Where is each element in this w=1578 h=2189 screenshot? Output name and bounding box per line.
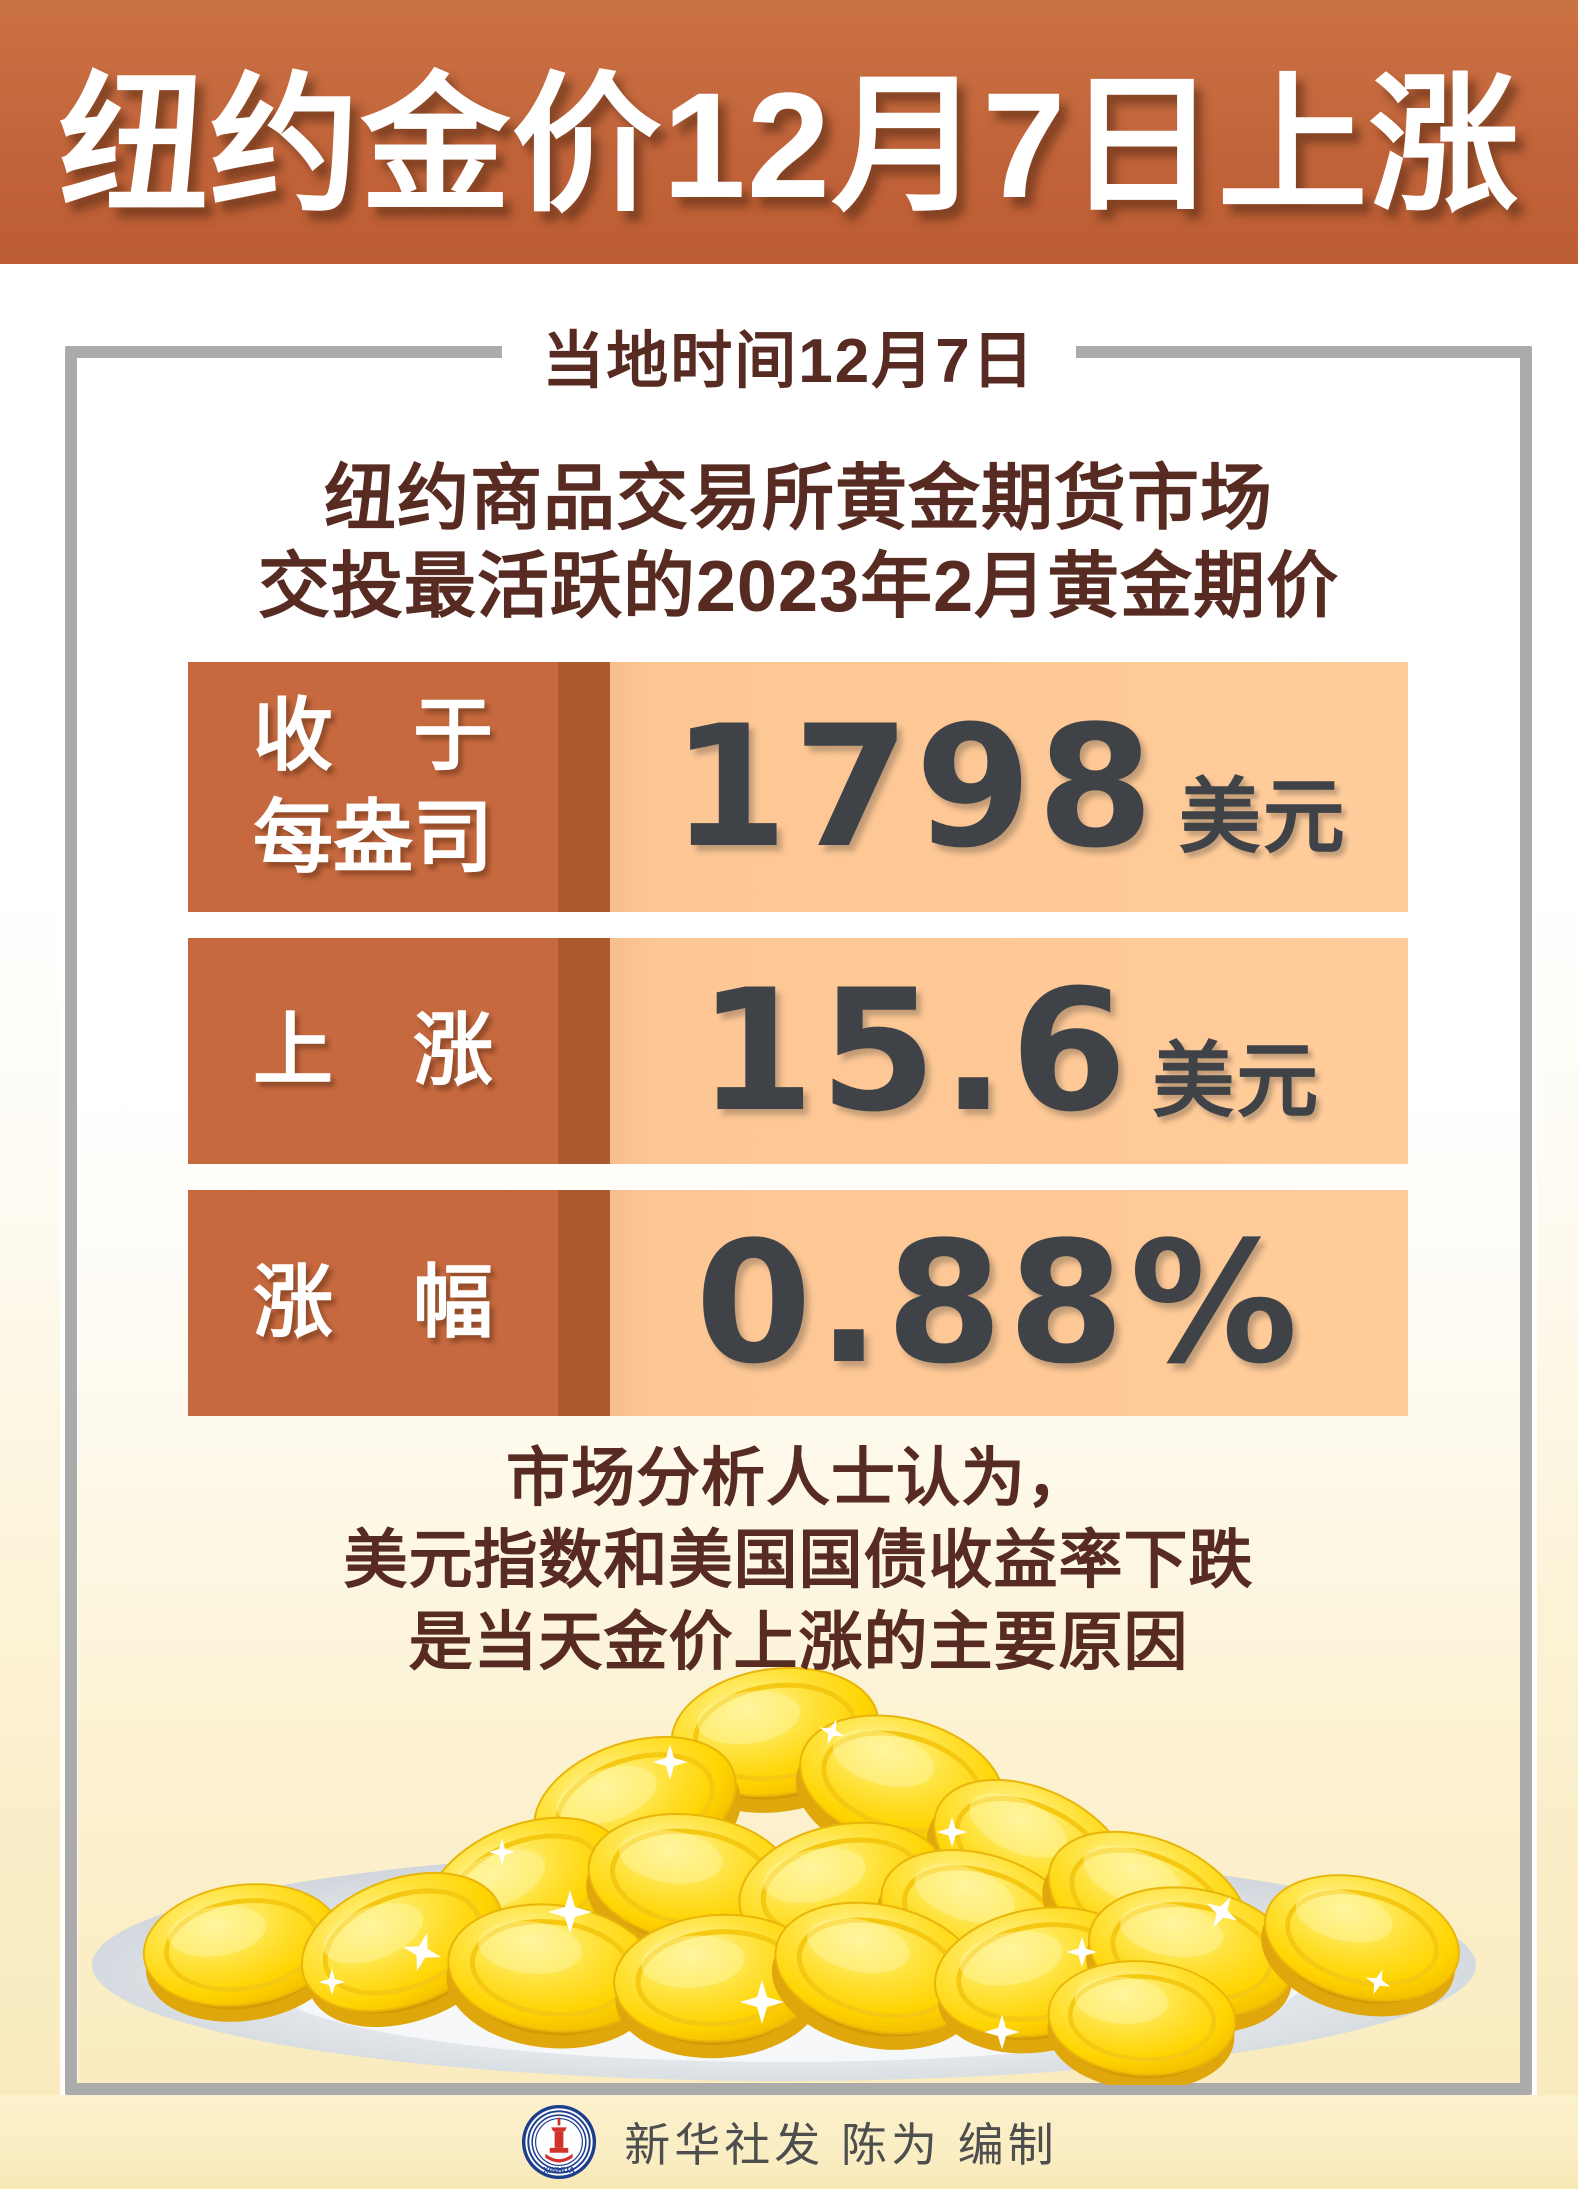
close-price-value: 1798 — [671, 689, 1159, 885]
percent-value: 0.88% — [695, 1205, 1303, 1401]
table-row-close: 收 于 每盎司 1798 美元 — [188, 662, 1408, 912]
credit-line: 新华社发 陈为 编制 — [624, 2119, 1058, 2171]
row-label-rise: 上 涨 — [188, 938, 610, 1164]
rise-unit: 美元 — [1152, 1036, 1321, 1127]
title-banner: 纽约金价12月7日上涨 — [0, 0, 1578, 264]
analysis-line-1: 市场分析人士认为， — [506, 1442, 1091, 1514]
headline-line-1: 纽约商品交易所黄金期货市场 — [323, 459, 1273, 539]
xinhua-logo-icon: XINHUA — [522, 2104, 597, 2180]
headline-line-2: 交投最活跃的2023年2月黄金期价 — [257, 547, 1340, 627]
row-value-close: 1798 美元 — [610, 662, 1408, 912]
date-label: 当地时间12月7日 — [0, 316, 1578, 408]
analysis-line-3: 是当天金价上涨的主要原因 — [408, 1606, 1189, 1678]
rise-value: 15.6 — [697, 953, 1133, 1149]
table-row-percent: 涨 幅 0.88% — [188, 1190, 1408, 1416]
table-row-rise: 上 涨 15.6 美元 — [188, 938, 1408, 1164]
data-table: 收 于 每盎司 1798 美元 上 涨 15.6 美元 涨 幅 0.88% — [188, 662, 1408, 1442]
row-label-percent: 涨 幅 — [188, 1190, 610, 1416]
page-title: 纽约金价12月7日上涨 — [58, 60, 1520, 229]
analysis-note: 市场分析人士认为， 美元指数和美国国债收益率下跌 是当天金价上涨的主要原因 — [65, 1437, 1532, 1683]
row-value-rise: 15.6 美元 — [610, 938, 1408, 1164]
footer: XINHUA 新华社发 陈为 编制 — [0, 2095, 1578, 2189]
xinhua-logo-text: XINHUA — [543, 2166, 575, 2175]
row-label-close: 收 于 每盎司 — [188, 662, 610, 912]
gold-coins-illustration — [92, 1650, 1476, 2085]
headline: 纽约商品交易所黄金期货市场 交投最活跃的2023年2月黄金期价 — [65, 455, 1532, 631]
row-value-percent: 0.88% — [610, 1190, 1408, 1416]
close-price-unit: 美元 — [1178, 772, 1347, 863]
analysis-line-2: 美元指数和美国国债收益率下跌 — [343, 1524, 1254, 1596]
